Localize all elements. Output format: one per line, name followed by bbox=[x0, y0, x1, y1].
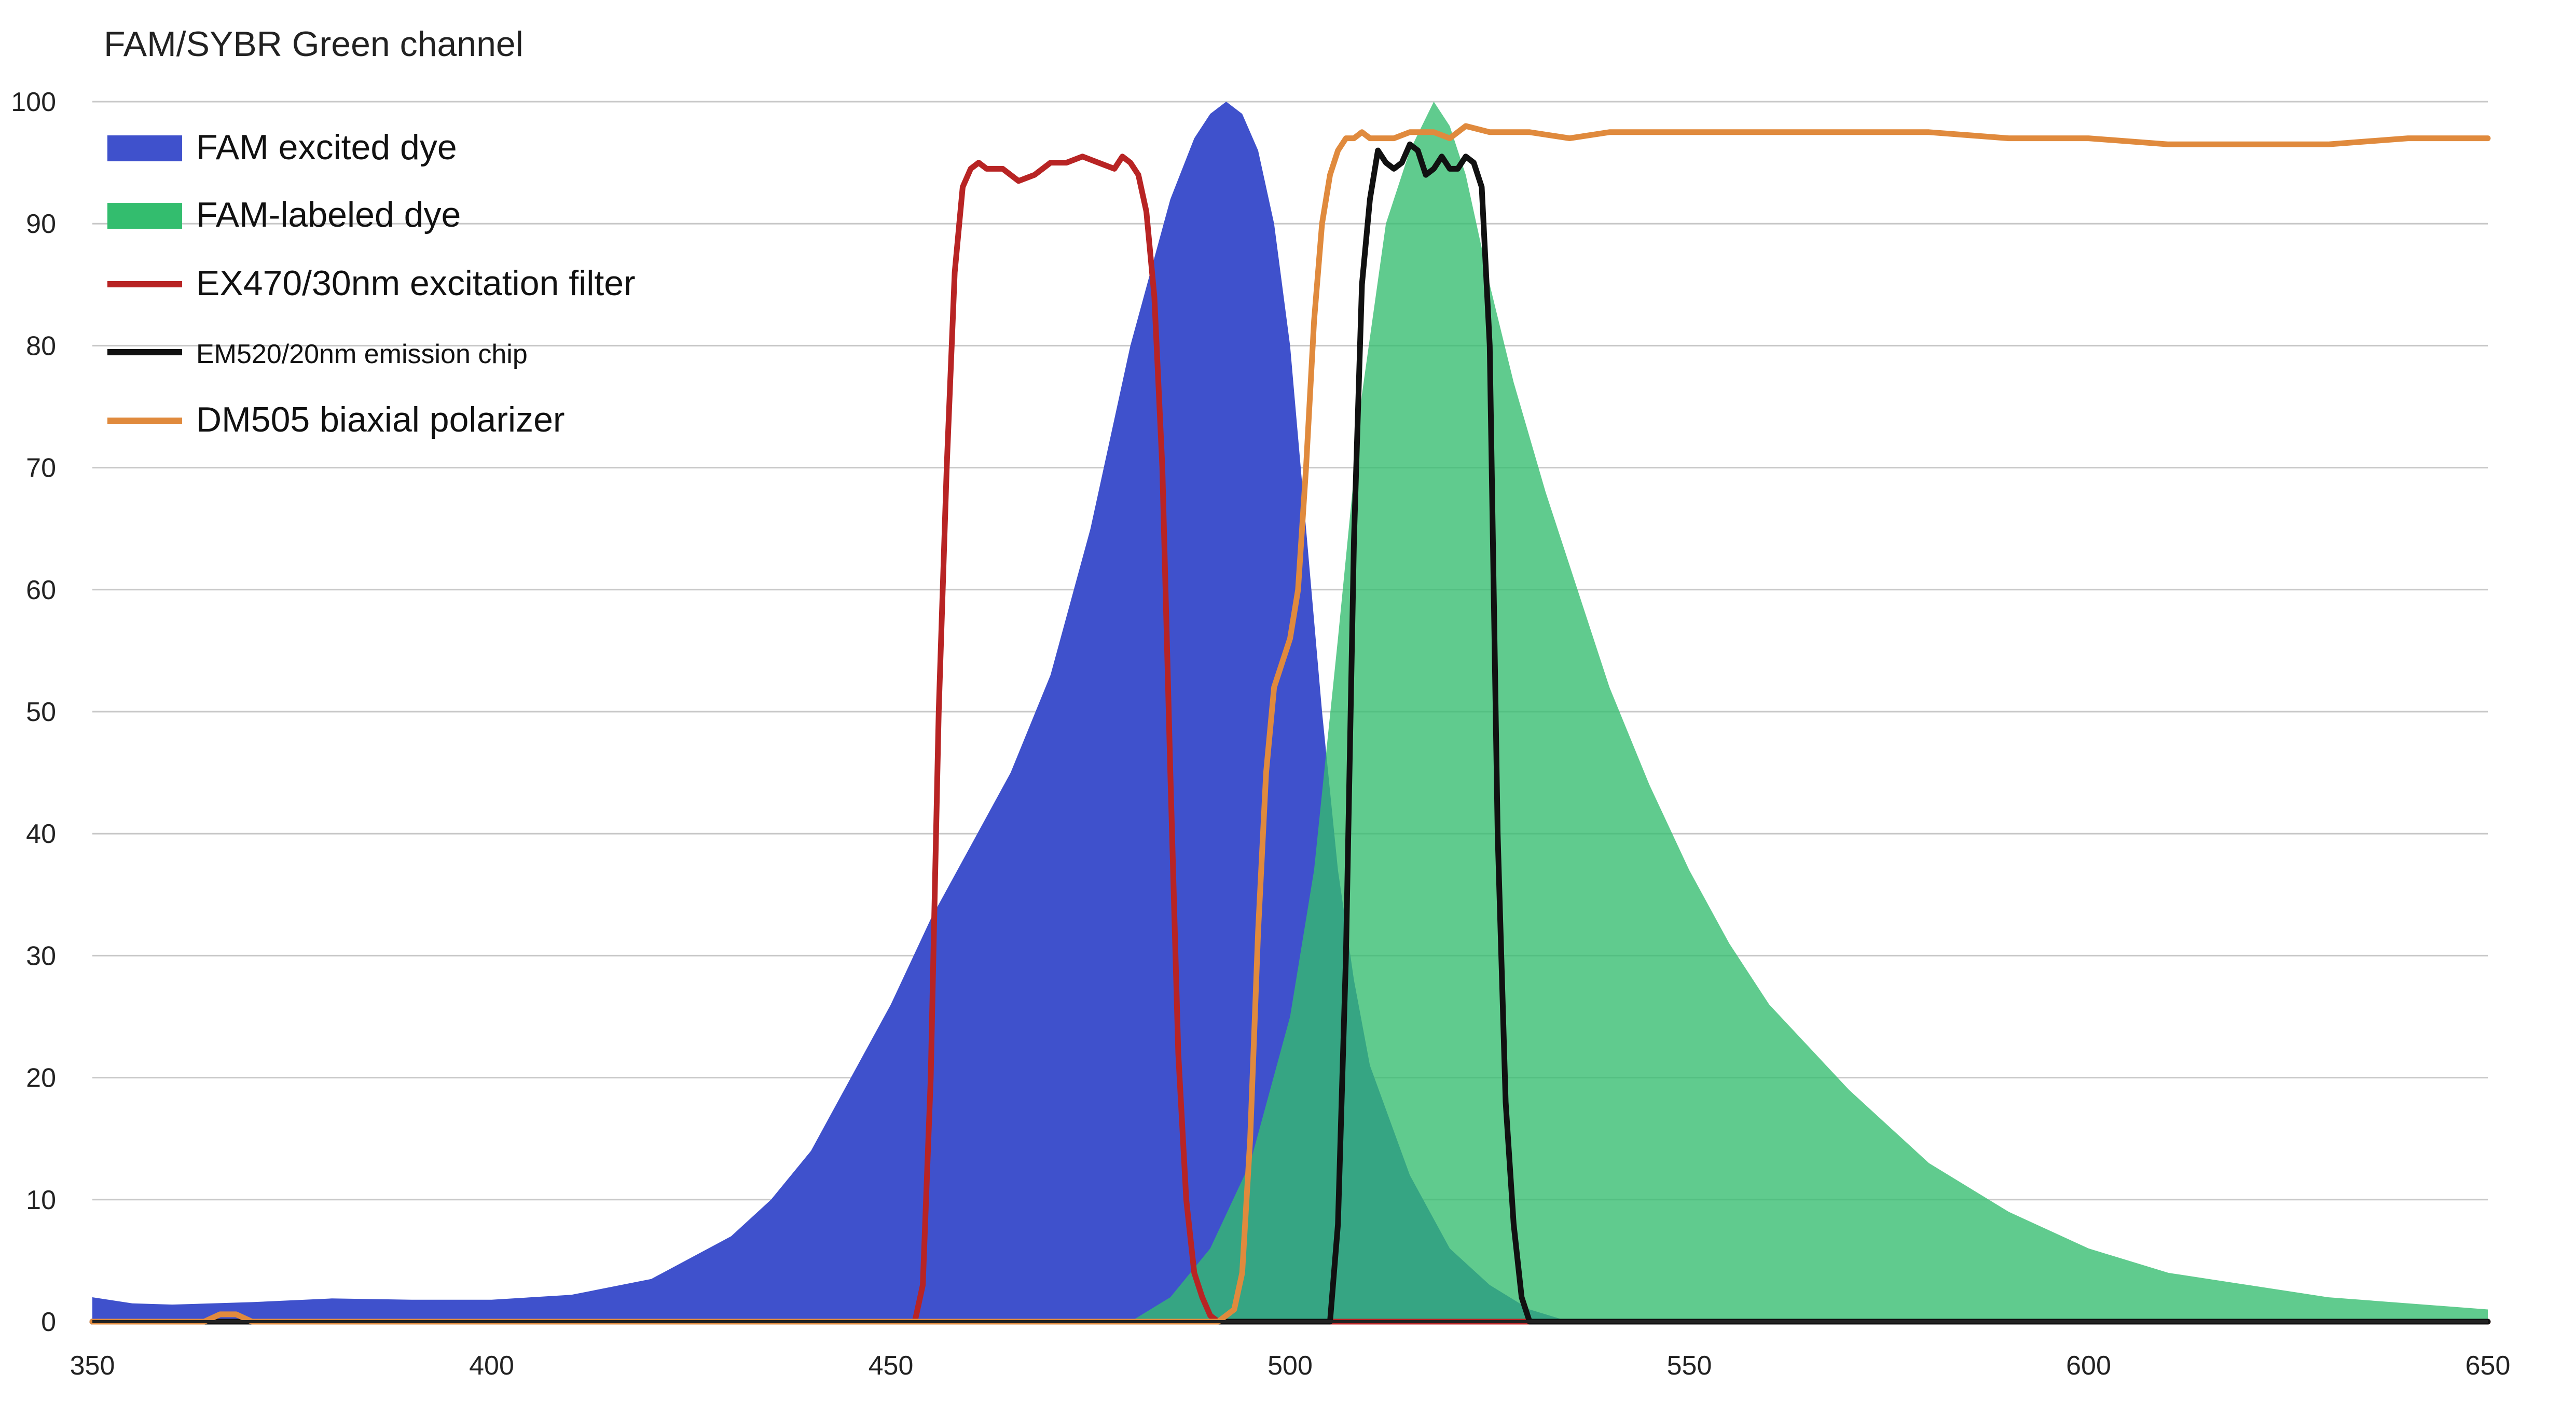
area-fam-excited-dye bbox=[92, 102, 1570, 1322]
x-tick-label: 350 bbox=[70, 1351, 115, 1381]
y-tick-label: 90 bbox=[26, 209, 56, 239]
y-tick-label: 20 bbox=[26, 1063, 56, 1093]
legend-label: FAM excited dye bbox=[196, 128, 457, 167]
x-tick-label: 450 bbox=[869, 1351, 914, 1381]
y-tick-label: 0 bbox=[41, 1307, 56, 1337]
legend-label: EX470/30nm excitation filter bbox=[196, 263, 636, 303]
legend-label: EM520/20nm emission chip bbox=[196, 339, 528, 369]
legend-swatch bbox=[107, 135, 182, 161]
y-tick-label: 60 bbox=[26, 575, 56, 605]
legend: FAM excited dye FAM-labeled dye EX470/30nm… bbox=[107, 128, 636, 439]
y-tick-label: 70 bbox=[26, 453, 56, 483]
y-tick-label: 10 bbox=[26, 1185, 56, 1215]
x-tick-label: 600 bbox=[2066, 1351, 2111, 1381]
y-axis-ticks: 0 10 20 30 40 50 60 70 80 90 100 bbox=[11, 87, 56, 1337]
x-axis-ticks: 350 400 450 500 550 600 650 bbox=[70, 1351, 2511, 1381]
x-tick-label: 650 bbox=[2465, 1351, 2511, 1381]
y-tick-label: 30 bbox=[26, 941, 56, 971]
line-ex470-30nm-excitation-filter bbox=[89, 154, 2491, 1325]
area-series bbox=[92, 102, 2488, 1322]
y-tick-label: 100 bbox=[11, 87, 56, 117]
chart-title: FAM/SYBR Green channel bbox=[104, 24, 524, 64]
y-tick-label: 80 bbox=[26, 331, 56, 361]
area-fam-labeled-dye bbox=[1130, 102, 2488, 1322]
x-tick-label: 500 bbox=[1268, 1351, 1313, 1381]
legend-swatch bbox=[107, 203, 182, 229]
line-em520-20nm-emission-chip bbox=[89, 141, 2491, 1325]
legend-label: DM505 biaxial polarizer bbox=[196, 400, 565, 439]
legend-label: FAM-labeled dye bbox=[196, 195, 461, 234]
x-tick-label: 400 bbox=[469, 1351, 514, 1381]
y-tick-label: 40 bbox=[26, 819, 56, 849]
x-tick-label: 550 bbox=[1667, 1351, 1712, 1381]
y-tick-label: 50 bbox=[26, 697, 56, 727]
